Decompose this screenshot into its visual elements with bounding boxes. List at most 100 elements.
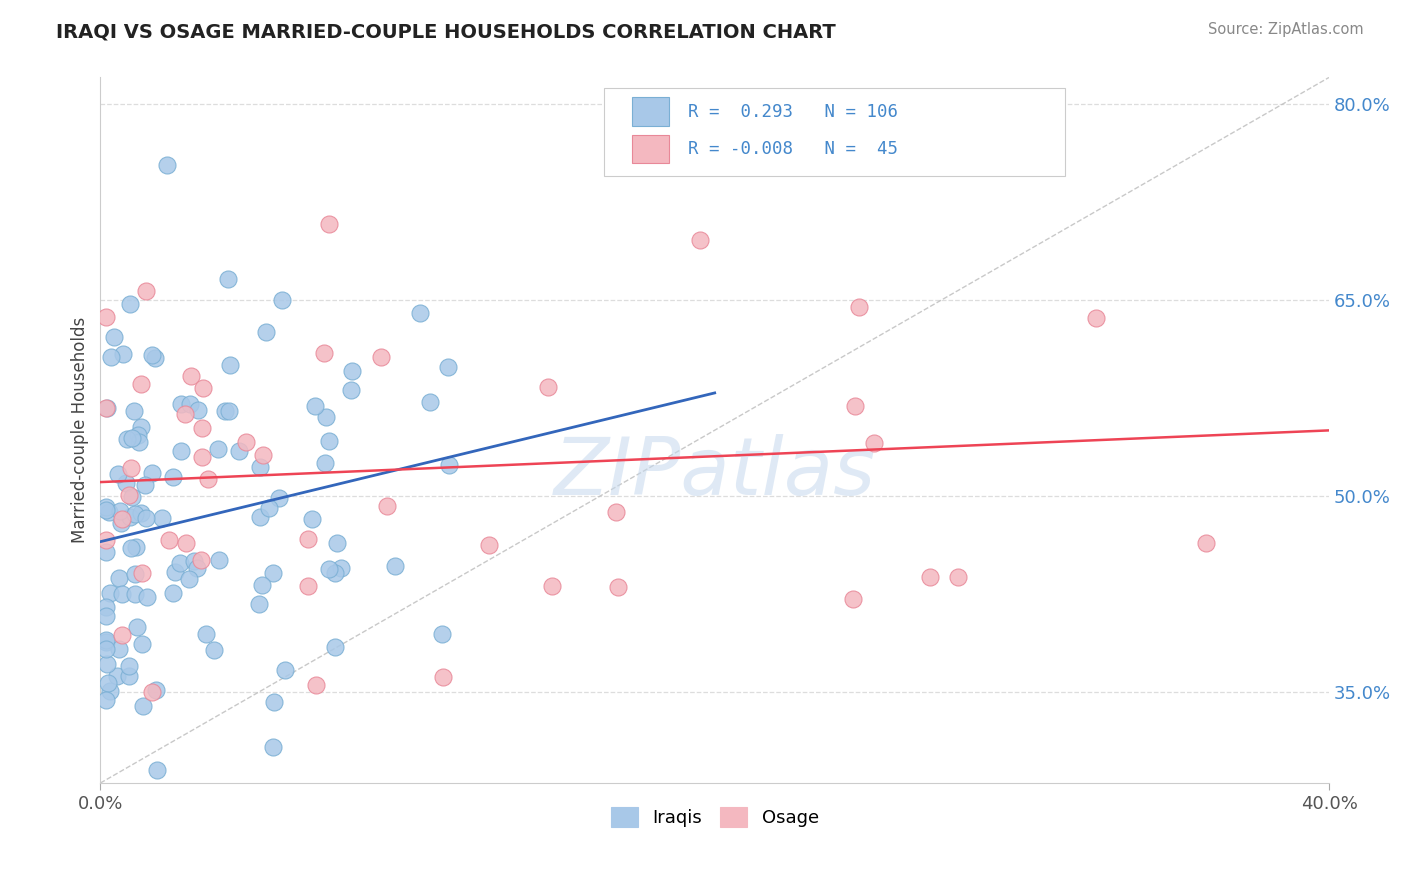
Point <box>111 587 134 601</box>
Point <box>124 507 146 521</box>
Point <box>437 360 460 375</box>
Legend: Iraqis, Osage: Iraqis, Osage <box>603 799 825 834</box>
Point <box>179 397 201 411</box>
Point <box>301 512 323 526</box>
Point <box>202 642 225 657</box>
Point <box>120 461 142 475</box>
Point <box>247 597 270 611</box>
Point <box>105 669 128 683</box>
Point <box>314 456 336 470</box>
Point <box>235 434 257 449</box>
Point <box>141 466 163 480</box>
Point <box>163 565 186 579</box>
Point <box>143 351 166 366</box>
Point <box>108 641 131 656</box>
FancyBboxPatch shape <box>633 97 669 126</box>
Point <box>271 293 294 307</box>
Point <box>269 491 291 506</box>
Point <box>135 511 157 525</box>
Point <box>263 696 285 710</box>
Point <box>326 536 349 550</box>
Point <box>146 763 169 777</box>
Point <box>254 325 277 339</box>
Point <box>318 217 340 231</box>
Point <box>108 504 131 518</box>
Point <box>217 272 239 286</box>
Point <box>96 502 118 516</box>
Point <box>135 284 157 298</box>
Point <box>118 669 141 683</box>
Point <box>98 684 121 698</box>
Point <box>170 444 193 458</box>
Point <box>249 460 271 475</box>
Point <box>318 434 340 449</box>
Text: Source: ZipAtlas.com: Source: ZipAtlas.com <box>1208 22 1364 37</box>
Point <box>180 369 202 384</box>
Point <box>96 533 118 548</box>
Point <box>96 401 118 416</box>
Point <box>125 620 148 634</box>
Point <box>131 376 153 391</box>
Point <box>1085 310 1108 325</box>
Point <box>946 569 969 583</box>
Point <box>96 635 118 649</box>
Point <box>96 545 118 559</box>
Point <box>305 678 328 692</box>
Point <box>855 144 877 158</box>
Point <box>100 350 122 364</box>
Point <box>120 296 142 310</box>
Point <box>193 381 215 395</box>
Point <box>190 421 212 435</box>
Point <box>228 444 250 458</box>
Point <box>169 556 191 570</box>
FancyBboxPatch shape <box>633 135 669 163</box>
Point <box>122 404 145 418</box>
Point <box>121 491 143 505</box>
Point <box>208 553 231 567</box>
Point <box>375 499 398 513</box>
Point <box>96 401 118 416</box>
Point <box>478 538 501 552</box>
Point <box>131 699 153 714</box>
Point <box>97 505 120 519</box>
Point <box>191 450 214 464</box>
Point <box>111 627 134 641</box>
Point <box>432 670 454 684</box>
Point <box>141 347 163 361</box>
Text: R = -0.008   N =  45: R = -0.008 N = 45 <box>688 140 897 158</box>
Point <box>844 399 866 413</box>
Point <box>111 347 134 361</box>
Point <box>432 626 454 640</box>
Point <box>536 379 558 393</box>
Point <box>115 433 138 447</box>
Point <box>214 404 236 418</box>
Point <box>118 488 141 502</box>
Point <box>607 580 630 594</box>
Point <box>862 435 884 450</box>
Point <box>370 350 392 364</box>
Point <box>108 570 131 584</box>
Point <box>689 233 711 247</box>
Point <box>157 533 180 548</box>
Point <box>162 470 184 484</box>
Point <box>145 682 167 697</box>
Text: ZIPatlas: ZIPatlas <box>554 434 876 512</box>
Point <box>96 500 118 515</box>
Text: IRAQI VS OSAGE MARRIED-COUPLE HOUSEHOLDS CORRELATION CHART: IRAQI VS OSAGE MARRIED-COUPLE HOUSEHOLDS… <box>56 22 837 41</box>
Point <box>409 306 432 320</box>
Point <box>183 554 205 568</box>
Point <box>252 578 274 592</box>
Point <box>218 358 240 372</box>
Point <box>96 608 118 623</box>
Point <box>304 399 326 413</box>
Point <box>131 506 153 520</box>
FancyBboxPatch shape <box>605 88 1064 177</box>
Y-axis label: Married-couple Households: Married-couple Households <box>72 318 89 543</box>
Point <box>173 407 195 421</box>
Point <box>96 642 118 657</box>
Point <box>136 590 159 604</box>
Point <box>329 561 352 575</box>
Point <box>342 364 364 378</box>
Point <box>605 505 627 519</box>
Point <box>118 658 141 673</box>
